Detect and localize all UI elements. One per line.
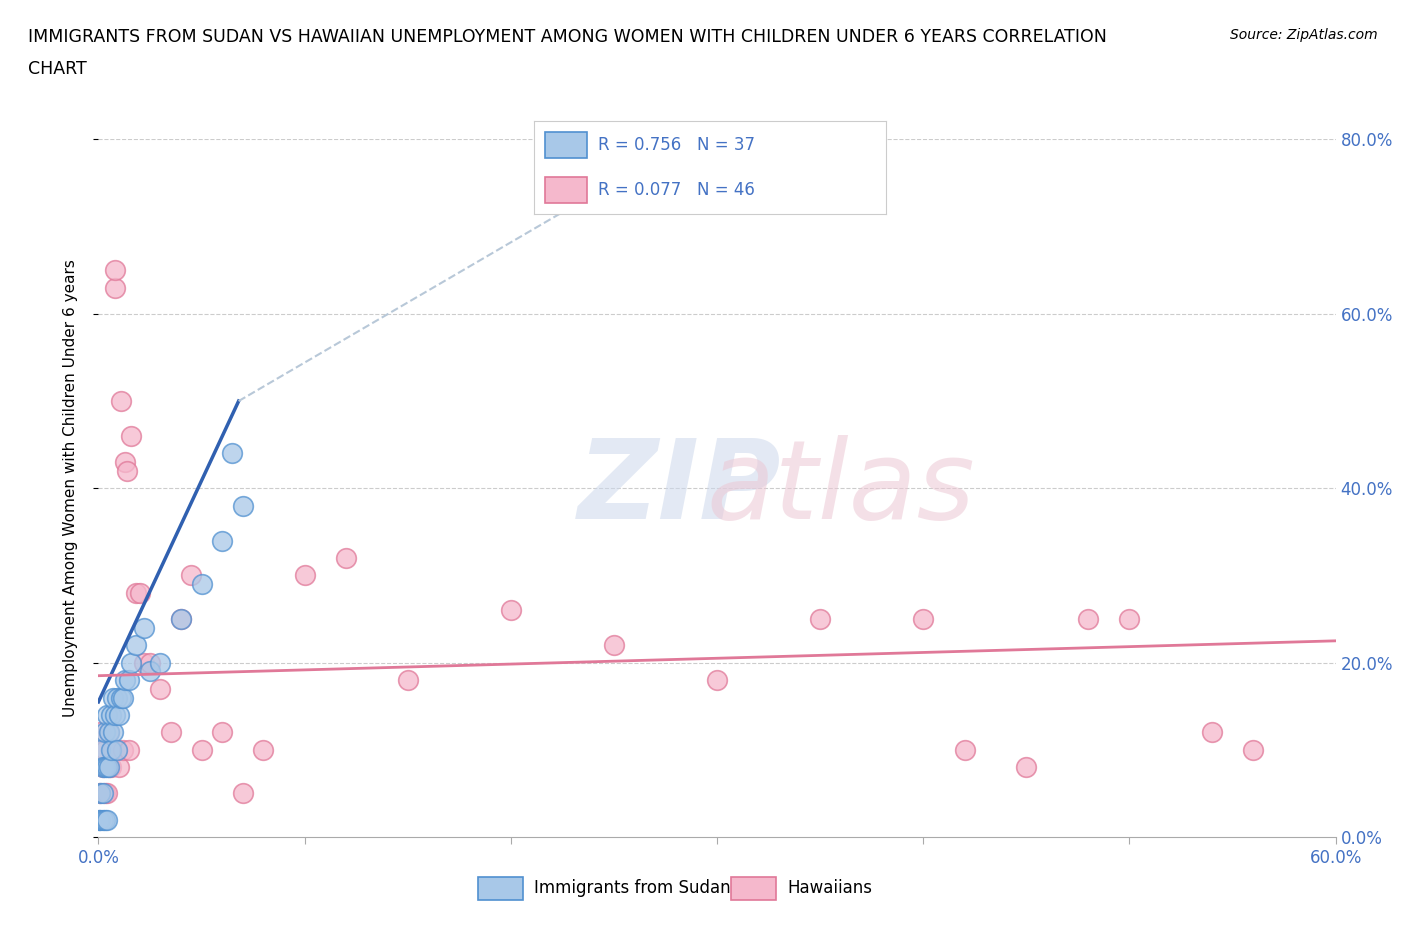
Point — [118, 742, 141, 757]
Point — [232, 498, 254, 513]
Point — [100, 760, 122, 775]
Point — [190, 577, 212, 591]
Point — [110, 393, 132, 408]
Point — [1015, 760, 1038, 775]
Point — [97, 760, 120, 775]
Point — [97, 725, 120, 740]
Point — [91, 786, 114, 801]
Text: ZIP: ZIP — [578, 434, 782, 542]
Point — [706, 672, 728, 687]
Point — [159, 725, 181, 740]
Point — [132, 656, 155, 671]
Point — [808, 612, 831, 627]
Point — [114, 672, 136, 687]
Point — [101, 690, 124, 705]
Point — [149, 682, 172, 697]
Point — [89, 786, 111, 801]
Point — [112, 690, 135, 705]
Text: atlas: atlas — [706, 434, 976, 542]
Text: Immigrants from Sudan: Immigrants from Sudan — [534, 879, 731, 897]
Point — [396, 672, 419, 687]
Point — [108, 760, 131, 775]
Point — [105, 742, 128, 757]
Point — [89, 786, 111, 801]
Point — [120, 429, 142, 444]
Point — [190, 742, 212, 757]
Bar — [544, 177, 586, 203]
Point — [149, 656, 172, 671]
Point — [93, 812, 115, 827]
Point — [108, 708, 131, 723]
Point — [221, 446, 243, 461]
Text: IMMIGRANTS FROM SUDAN VS HAWAIIAN UNEMPLOYMENT AMONG WOMEN WITH CHILDREN UNDER 6: IMMIGRANTS FROM SUDAN VS HAWAIIAN UNEMPL… — [28, 28, 1107, 46]
Point — [180, 568, 202, 583]
Point — [252, 742, 274, 757]
Text: R = 0.756   N = 37: R = 0.756 N = 37 — [598, 136, 755, 154]
Point — [128, 586, 150, 601]
Point — [105, 742, 128, 757]
Point — [120, 656, 142, 671]
Point — [93, 725, 115, 740]
Point — [118, 672, 141, 687]
Point — [89, 812, 111, 827]
Point — [139, 656, 162, 671]
Point — [1118, 612, 1140, 627]
Point — [335, 551, 357, 565]
Point — [93, 742, 115, 757]
Point — [89, 812, 111, 827]
Point — [96, 708, 118, 723]
Point — [603, 638, 626, 653]
Point — [1241, 742, 1264, 757]
Point — [97, 725, 120, 740]
Text: CHART: CHART — [28, 60, 87, 78]
Point — [104, 280, 127, 295]
Point — [124, 586, 146, 601]
Point — [499, 603, 522, 618]
Point — [1201, 725, 1223, 740]
Point — [93, 760, 115, 775]
Bar — [544, 132, 586, 158]
Point — [93, 786, 115, 801]
Point — [100, 742, 122, 757]
Point — [211, 725, 233, 740]
Point — [89, 742, 111, 757]
Point — [912, 612, 935, 627]
Point — [97, 760, 120, 775]
Point — [110, 690, 132, 705]
Point — [91, 760, 114, 775]
Text: R = 0.077   N = 46: R = 0.077 N = 46 — [598, 180, 755, 199]
Point — [96, 786, 118, 801]
Point — [91, 812, 114, 827]
Point — [294, 568, 316, 583]
Point — [96, 760, 118, 775]
Point — [105, 690, 128, 705]
Point — [101, 742, 124, 757]
Point — [211, 533, 233, 548]
Y-axis label: Unemployment Among Women with Children Under 6 years: Unemployment Among Women with Children U… — [63, 259, 77, 717]
Point — [112, 742, 135, 757]
Point — [114, 455, 136, 470]
Point — [101, 725, 124, 740]
Text: Hawaiians: Hawaiians — [787, 879, 872, 897]
Point — [232, 786, 254, 801]
Point — [100, 708, 122, 723]
Point — [1077, 612, 1099, 627]
Point — [117, 463, 139, 478]
Point — [89, 725, 111, 740]
Text: Source: ZipAtlas.com: Source: ZipAtlas.com — [1230, 28, 1378, 42]
Point — [170, 612, 193, 627]
Point — [104, 263, 127, 278]
Point — [124, 638, 146, 653]
Point — [104, 708, 127, 723]
Point — [953, 742, 976, 757]
Point — [91, 760, 114, 775]
Point — [132, 620, 155, 635]
Point — [96, 812, 118, 827]
Bar — [478, 876, 523, 900]
Point — [139, 664, 162, 679]
Bar — [731, 876, 776, 900]
Point — [170, 612, 193, 627]
